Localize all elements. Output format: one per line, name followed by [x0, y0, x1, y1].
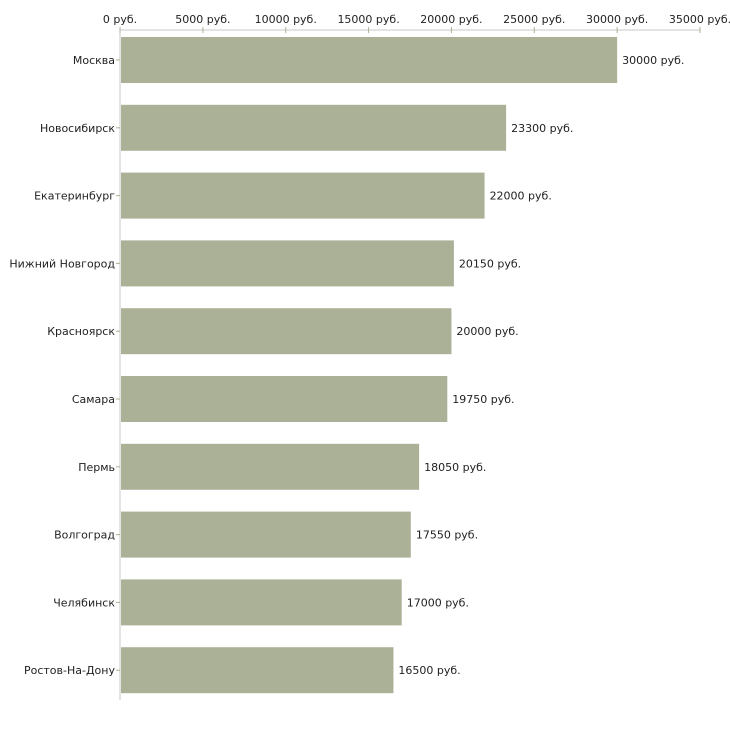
category-label: Ростов-На-Дону: [24, 664, 115, 677]
data-label: 30000 руб.: [622, 54, 684, 67]
x-tick-label: 15000 руб.: [337, 13, 399, 26]
category-label: Нижний Новгород: [9, 257, 115, 270]
data-label: 16500 руб.: [398, 664, 460, 677]
category-label: Волгоград: [54, 529, 115, 542]
data-label: 22000 руб.: [490, 190, 552, 203]
bar: [121, 104, 507, 151]
x-tick-label: 20000 руб.: [420, 13, 482, 26]
bar: [121, 172, 485, 219]
bar: [121, 308, 452, 355]
data-label: 17550 руб.: [416, 529, 478, 542]
x-tick-label: 10000 руб.: [255, 13, 317, 26]
category-label: Красноярск: [47, 325, 115, 338]
bar: [121, 240, 454, 287]
bar: [121, 579, 402, 626]
category-label: Пермь: [78, 461, 115, 474]
bar: [121, 511, 411, 558]
category-label: Москва: [73, 54, 115, 67]
category-label: Челябинск: [53, 596, 115, 609]
bar: [121, 376, 448, 422]
data-label: 19750 руб.: [452, 393, 514, 406]
x-tick-label: 35000 руб.: [669, 13, 730, 26]
category-label: Новосибирск: [40, 122, 115, 135]
data-label: 18050 руб.: [424, 461, 486, 474]
bar: [121, 647, 394, 694]
data-label: 17000 руб.: [407, 596, 469, 609]
category-label: Екатеринбург: [34, 190, 115, 203]
bar: [121, 443, 420, 490]
data-label: 20000 руб.: [456, 325, 518, 338]
x-tick-label: 30000 руб.: [586, 13, 648, 26]
data-label: 23300 руб.: [511, 122, 573, 135]
category-label: Самара: [72, 393, 115, 406]
bar: [121, 37, 618, 83]
data-label: 20150 руб.: [459, 257, 521, 270]
x-tick-label: 0 руб.: [103, 13, 137, 26]
x-tick-label: 25000 руб.: [503, 13, 565, 26]
x-tick-label: 5000 руб.: [175, 13, 230, 26]
